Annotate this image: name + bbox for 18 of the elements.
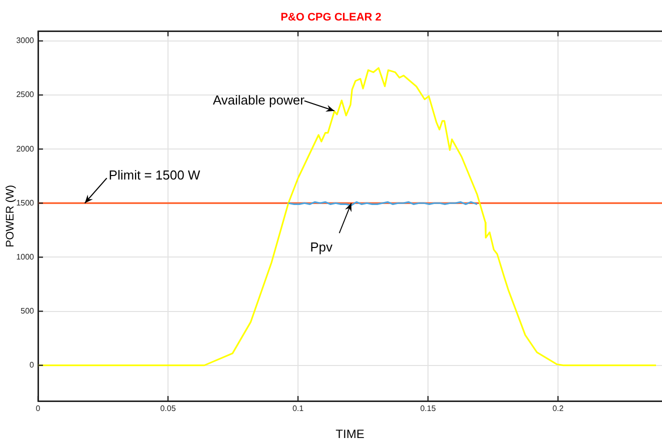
x-tick-label: 0.05: [160, 404, 176, 414]
x-tick-label: 0.15: [420, 404, 436, 414]
ref-line-label: Plimit = 1500 W: [108, 168, 201, 183]
x-tick-label: 0.2: [552, 404, 564, 414]
x-axis-title: TIME: [336, 427, 364, 442]
y-tick-label: 2000: [16, 144, 35, 154]
x-tick-label: 0.1: [292, 404, 304, 414]
y-tick-label: 0: [30, 360, 35, 370]
chart-title: P&O CPG CLEAR 2: [280, 12, 382, 24]
y-tick-label: 3000: [16, 36, 35, 46]
y-tick-label: 1500: [16, 198, 35, 208]
y-tick-label: 1000: [16, 252, 35, 262]
y-tick-label: 500: [20, 306, 35, 316]
y-tick-label: 2500: [16, 90, 35, 100]
annotation: Ppv: [310, 240, 333, 255]
y-axis-title: POWER (W): [4, 184, 17, 248]
annotation: Available power: [212, 92, 306, 108]
x-tick-label: 0: [36, 404, 41, 414]
